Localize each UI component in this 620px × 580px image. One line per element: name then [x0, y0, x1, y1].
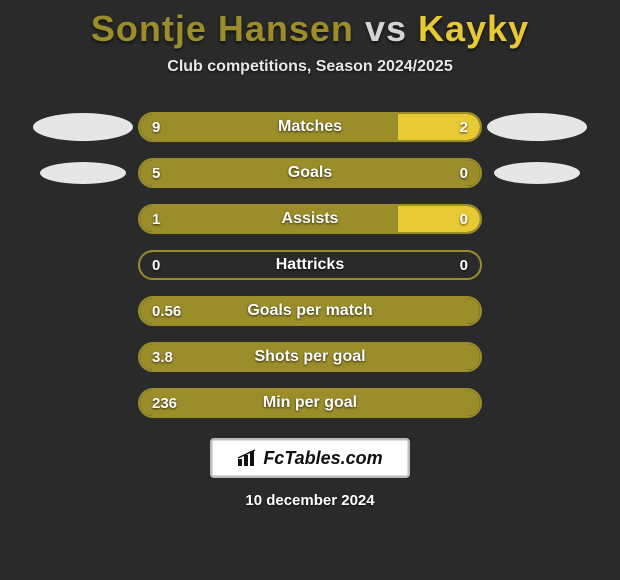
bar-left-fill — [140, 206, 398, 232]
team-logo-left — [33, 113, 133, 141]
left-logo-slot — [28, 113, 138, 141]
team-logo-right — [487, 113, 587, 141]
player2-name: Kayky — [418, 8, 529, 49]
stat-bar: Goals50 — [138, 158, 482, 188]
stat-label: Hattricks — [140, 252, 480, 278]
stat-row: Assists10 — [0, 204, 620, 234]
bar-left-fill — [140, 344, 480, 370]
subtitle: Club competitions, Season 2024/2025 — [0, 58, 620, 76]
stat-row: Goals50 — [0, 158, 620, 188]
footer-date: 10 december 2024 — [0, 492, 620, 509]
stat-row: Shots per goal3.8 — [0, 342, 620, 372]
stat-bar: Matches92 — [138, 112, 482, 142]
stat-row: Matches92 — [0, 112, 620, 142]
bar-right-fill — [398, 114, 480, 140]
player1-name: Sontje Hansen — [91, 8, 354, 49]
comparison-chart: Matches92 Goals50 Assists10 Hattricks0 0 Goal… — [0, 112, 620, 418]
team-logo-left — [40, 162, 126, 184]
stat-bar: Hattricks0 0 — [138, 250, 482, 280]
right-logo-slot — [482, 162, 592, 184]
stat-row: Goals per match0.56 — [0, 296, 620, 326]
site-logo-inner: FcTables.com — [237, 448, 382, 469]
site-logo-text: FcTables.com — [263, 448, 382, 469]
stat-row: Min per goal236 — [0, 388, 620, 418]
stat-value-left: 0 — [152, 252, 160, 278]
left-logo-slot — [28, 162, 138, 184]
right-logo-slot — [482, 113, 592, 141]
stat-bar: Goals per match0.56 — [138, 296, 482, 326]
stat-value-right: 0 — [460, 252, 468, 278]
site-logo: FcTables.com — [210, 438, 410, 478]
vs-text: vs — [365, 8, 407, 49]
stat-row: Hattricks0 0 — [0, 250, 620, 280]
bar-left-fill — [140, 160, 480, 186]
stat-bar: Assists10 — [138, 204, 482, 234]
team-logo-right — [494, 162, 580, 184]
stat-bar: Shots per goal3.8 — [138, 342, 482, 372]
bar-left-fill — [140, 298, 480, 324]
bars-icon — [237, 449, 259, 467]
bar-left-fill — [140, 390, 480, 416]
bar-left-fill — [140, 114, 398, 140]
bar-right-fill — [398, 206, 480, 232]
stat-bar: Min per goal236 — [138, 388, 482, 418]
comparison-title: Sontje Hansen vs Kayky — [0, 0, 620, 50]
